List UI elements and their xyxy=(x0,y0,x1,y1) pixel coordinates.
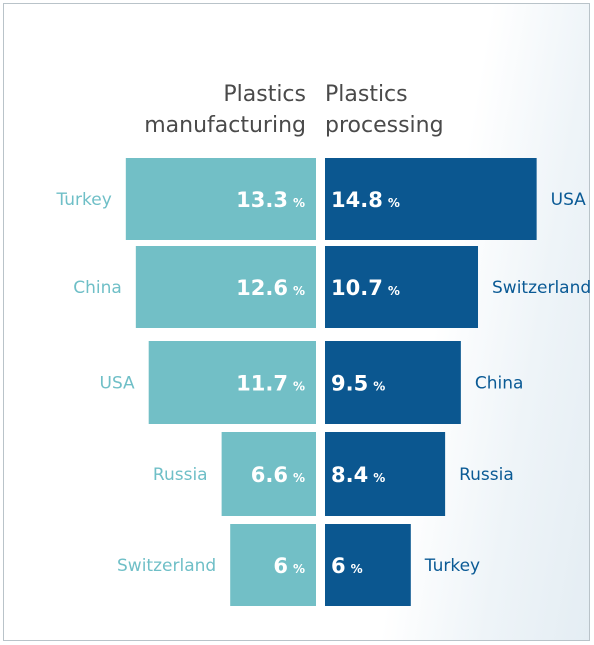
processing-category-label: Switzerland xyxy=(492,278,591,298)
processing-bar xyxy=(325,158,537,240)
manufacturing-bar xyxy=(135,246,316,328)
manufacturing-bar xyxy=(148,341,316,424)
processing-category-label: China xyxy=(475,374,524,394)
processing-bar xyxy=(325,246,479,328)
manufacturing-category-label: Russia xyxy=(153,465,208,485)
processing-value-label: 6% xyxy=(331,554,363,578)
manufacturing-category-label: China xyxy=(73,278,122,298)
left-header-line: manufacturing xyxy=(144,113,306,138)
column-headers: Plastics manufacturing Plastics processing xyxy=(144,82,443,138)
manufacturing-bar xyxy=(230,524,316,606)
processing-value-label: 14.8% xyxy=(331,188,400,212)
category-labels: Turkey USA China Switzerland USA China Russia R… xyxy=(55,190,591,576)
processing-category-label: Turkey xyxy=(424,556,480,576)
right-header-line: processing xyxy=(325,113,444,138)
processing-value-label: 10.7% xyxy=(331,276,400,300)
manufacturing-value-label: 6.6% xyxy=(251,463,305,487)
processing-category-label: Russia xyxy=(459,465,514,485)
manufacturing-bar xyxy=(125,158,316,240)
bars: 13.3% 14.8 % 12.6% 10.7 % 11.7% 9.5 % 6.6% 8.4 % 6% 6… xyxy=(125,158,537,606)
processing-value-label: 8.4% xyxy=(331,463,385,487)
manufacturing-category-label: Turkey xyxy=(55,190,111,210)
processing-value-label: 9.5% xyxy=(331,372,385,396)
manufacturing-value-label: 6% xyxy=(273,554,305,578)
manufacturing-value-label: 12.6% xyxy=(236,276,305,300)
manufacturing-bar xyxy=(221,432,316,516)
processing-bar xyxy=(325,432,446,516)
manufacturing-value-label: 13.3% xyxy=(236,188,305,212)
processing-category-label: USA xyxy=(551,190,587,210)
right-header-line: Plastics xyxy=(325,82,408,107)
processing-bar xyxy=(325,524,411,606)
manufacturing-value-label: 11.7% xyxy=(236,372,305,396)
manufacturing-category-label: USA xyxy=(100,374,136,394)
processing-bar xyxy=(325,341,461,424)
manufacturing-category-label: Switzerland xyxy=(117,556,216,576)
left-header-line: Plastics xyxy=(223,82,306,107)
